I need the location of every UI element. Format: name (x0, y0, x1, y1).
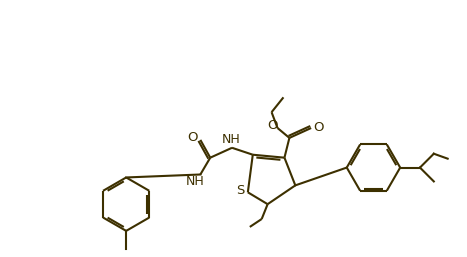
Text: O: O (313, 121, 323, 134)
Text: O: O (187, 131, 198, 144)
Text: O: O (267, 118, 278, 132)
Text: NH: NH (186, 175, 205, 188)
Text: NH: NH (222, 133, 241, 146)
Text: S: S (236, 184, 244, 197)
